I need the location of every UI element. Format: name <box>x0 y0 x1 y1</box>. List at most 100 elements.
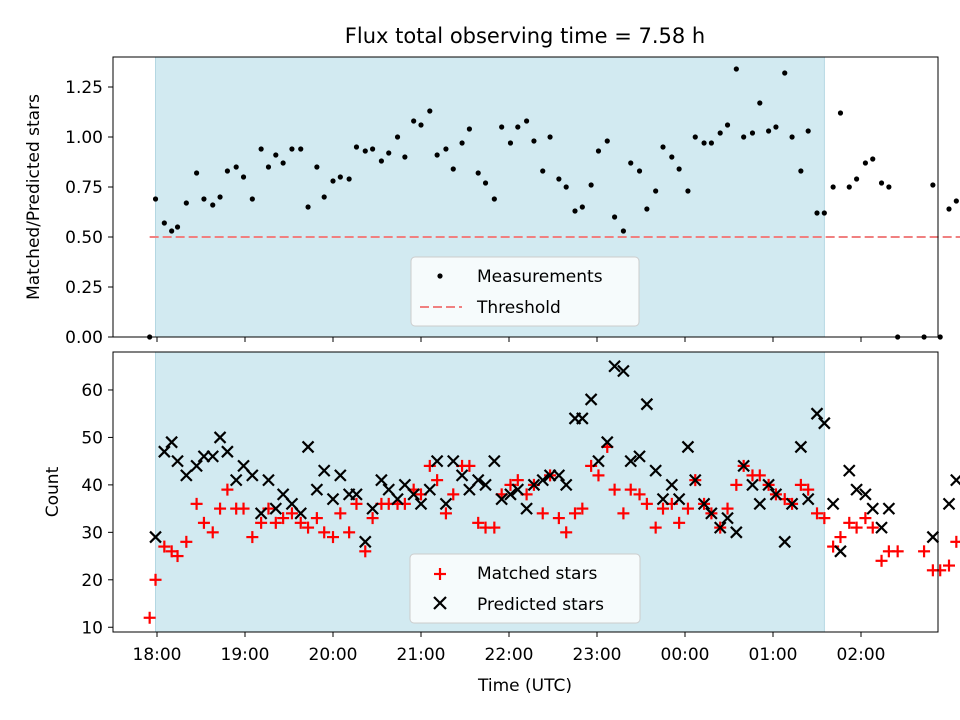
matched-star-point <box>818 512 831 525</box>
predicted-star-point <box>785 497 799 511</box>
measurement-point <box>854 176 860 182</box>
matched-star-point <box>649 521 662 534</box>
top-y-tick-label: 1.00 <box>65 128 103 148</box>
measurement-point <box>427 108 433 114</box>
predicted-star-point <box>778 535 792 549</box>
predicted-star-point <box>504 488 517 501</box>
measurement-point <box>224 168 230 174</box>
predicted-star-point <box>414 497 428 511</box>
measurement-point <box>579 204 585 210</box>
matched-star-point <box>214 502 227 515</box>
predicted-star-point <box>688 473 702 487</box>
measurement-point <box>499 124 505 130</box>
measurement-point <box>814 210 820 216</box>
measurement-point <box>830 184 836 190</box>
matched-star-point <box>859 512 872 525</box>
predicted-star-point <box>681 440 695 454</box>
measurement-point <box>870 156 876 162</box>
bottom-x-tick-label: 22:00 <box>485 645 534 665</box>
matched-star-point <box>206 526 219 539</box>
measurement-point <box>434 152 440 158</box>
predicted-star-point <box>471 473 485 487</box>
bottom-x-tick-label: 00:00 <box>661 645 710 665</box>
measurement-point <box>194 170 200 176</box>
predicted-star-point <box>375 473 388 487</box>
measurement-point <box>305 204 311 210</box>
matched-star-point <box>850 521 863 534</box>
measurement-point <box>930 182 936 188</box>
predicted-star-point <box>350 488 363 501</box>
matched-star-point <box>285 507 298 520</box>
bottom-y-tick-label: 50 <box>81 428 103 448</box>
measurement-point <box>636 168 643 174</box>
measurement-point <box>886 184 892 190</box>
matched-star-point <box>843 516 856 529</box>
legend-predicted-marker <box>433 596 447 610</box>
matched-star-point <box>359 545 372 558</box>
top-chart-title: Flux total observing time = 7.58 h <box>345 24 705 48</box>
matched-star-point <box>811 507 823 520</box>
measurement-point <box>273 152 279 158</box>
predicted-star-point <box>826 497 840 511</box>
matched-star-point <box>269 516 282 529</box>
measurement-point <box>540 168 546 174</box>
top-y-tick-label: 0.00 <box>65 328 103 348</box>
bottom-x-axis: 18:00 19:00 20:00 21:00 22:00 23:00 00:00 01:00… <box>133 632 886 665</box>
bottom-legend: Matched stars Predicted stars <box>409 553 641 624</box>
predicted-star-point <box>213 431 227 444</box>
matched-star-point <box>302 521 315 534</box>
matched-star-point <box>721 502 734 515</box>
predicted-star-point <box>665 478 679 492</box>
measurement-point <box>837 110 844 116</box>
matched-star-point <box>190 497 203 510</box>
measurement-point <box>588 182 594 188</box>
predicted-star-point <box>391 492 404 506</box>
matched-star-point <box>592 469 605 482</box>
predicted-star-point <box>617 364 630 378</box>
predicted-star-point <box>672 492 686 506</box>
matched-star-point <box>294 516 307 529</box>
predicted-star-point <box>730 526 743 539</box>
measurement-point <box>353 144 360 150</box>
measurement-point <box>524 118 530 124</box>
bottom-x-tick-label: 23:00 <box>573 645 622 665</box>
bottom-x-tick-label: 01:00 <box>749 645 798 665</box>
measurement-point <box>450 166 456 172</box>
matched-star-point <box>343 526 356 539</box>
predicted-star-point <box>875 521 888 534</box>
bottom-x-tick-label: 21:00 <box>397 645 446 665</box>
measurement-point <box>685 188 691 194</box>
matched-star-point <box>802 483 815 496</box>
predicted-star-point <box>334 469 347 482</box>
predicted-star-point <box>520 502 533 515</box>
bottom-y-tick-label: 20 <box>81 571 103 591</box>
predicted-star-point <box>705 507 718 520</box>
matched-star-point <box>318 526 331 539</box>
predicted-star-point <box>559 478 573 492</box>
predicted-star-point <box>818 416 831 430</box>
matched-star-point <box>866 521 879 534</box>
measurement-point <box>620 228 627 234</box>
measurement-point <box>201 196 207 202</box>
measurement-point <box>556 176 562 182</box>
bottom-y-tick-label: 60 <box>81 381 103 401</box>
measurement-point <box>258 146 264 152</box>
matched-star-point <box>447 488 460 501</box>
predicted-star-point <box>624 454 638 468</box>
predicted-star-point <box>149 530 162 544</box>
bottom-x-tick-label: 19:00 <box>221 645 270 665</box>
measurement-point <box>394 134 401 140</box>
measurement-point <box>862 160 869 166</box>
predicted-star-point <box>746 478 759 492</box>
matched-star-point <box>310 512 323 525</box>
predicted-star-point <box>762 478 775 492</box>
measurement-point <box>233 164 239 170</box>
measurement-point <box>183 200 189 206</box>
predicted-star-point <box>206 450 220 463</box>
measurement-point <box>757 100 763 106</box>
predicted-star-point <box>834 545 847 558</box>
predicted-star-point <box>527 478 541 492</box>
predicted-star-point <box>859 488 872 501</box>
predicted-star-point <box>317 464 331 477</box>
predicted-star-point <box>649 464 662 477</box>
